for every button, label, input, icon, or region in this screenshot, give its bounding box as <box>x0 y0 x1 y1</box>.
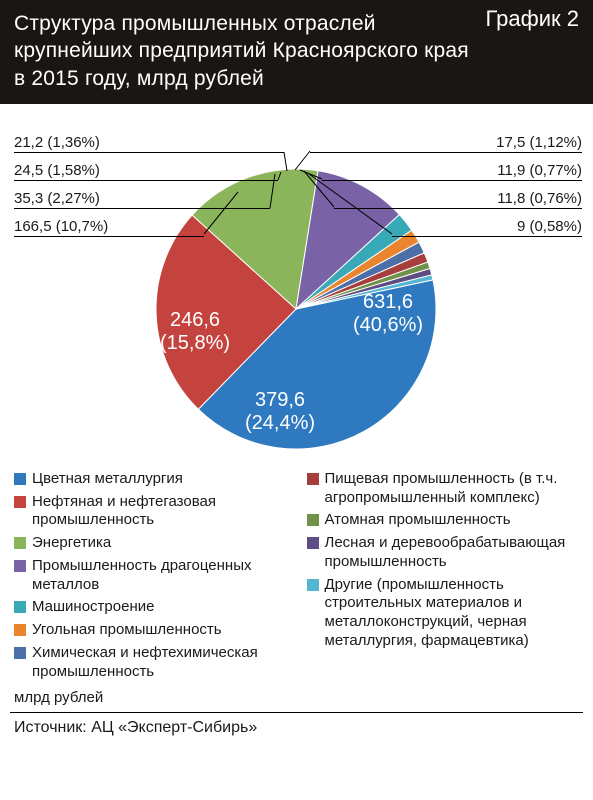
legend-text: Угольная промышленность <box>32 621 222 640</box>
legend-swatch <box>307 537 319 549</box>
leader-line <box>295 151 310 170</box>
slice-value-label: 379,6(24,4%) <box>245 389 315 435</box>
legend-item: Энергетика <box>14 534 287 553</box>
legend-text: Промышленность драгоценных металлов <box>32 557 287 595</box>
legend-text: Атомная промышленность <box>325 511 511 530</box>
legend-item: Химическая и нефтехимическая промышленно… <box>14 644 287 682</box>
pie-chart: 21,2 (1,36%) 24,5 (1,58%) 35,3 (2,27%) 166,… <box>0 104 593 464</box>
leader-line <box>284 152 287 171</box>
legend-col-left: Цветная металлургия Нефтяная и нефтегазов… <box>14 470 287 686</box>
legend-swatch <box>307 473 319 485</box>
callout-label: 11,9 (0,77%) <box>322 162 582 179</box>
legend-item: Пищевая промышленность (в т.ч. агропромы… <box>307 470 580 508</box>
legend-swatch <box>14 560 26 572</box>
legend-text: Химическая и нефтехимическая промышленно… <box>32 644 287 682</box>
chart-header: График 2 Структура промышленных отраслей… <box>0 0 593 104</box>
legend-item: Промышленность драгоценных металлов <box>14 557 287 595</box>
legend-item: Нефтяная и нефтегазовая промышленность <box>14 493 287 531</box>
chart-number: График 2 <box>485 6 579 32</box>
source-label: Источник: АЦ «Эксперт-Сибирь» <box>10 712 583 737</box>
legend-item: Атомная промышленность <box>307 511 580 530</box>
legend-item: Другие (промышленность строительных мате… <box>307 576 580 651</box>
legend-text: Энергетика <box>32 534 111 553</box>
slice-value-label: 631,6(40,6%) <box>353 291 423 337</box>
legend-text: Пищевая промышленность (в т.ч. агропромы… <box>325 470 580 508</box>
callout-label: 11,8 (0,76%) <box>334 190 582 207</box>
legend-swatch <box>307 514 319 526</box>
legend-swatch <box>14 496 26 508</box>
callout-label: 166,5 (10,7%) <box>14 218 204 235</box>
legend-swatch <box>14 473 26 485</box>
legend-text: Машиностроение <box>32 598 154 617</box>
legend-swatch <box>14 624 26 636</box>
legend-item: Машиностроение <box>14 598 287 617</box>
legend-item: Лесная и деревообрабатывающая промышленн… <box>307 534 580 572</box>
legend-swatch <box>14 601 26 613</box>
legend-text: Лесная и деревообрабатывающая промышленн… <box>325 534 580 572</box>
legend-item: Угольная промышленность <box>14 621 287 640</box>
legend-text: Цветная металлургия <box>32 470 183 489</box>
legend-swatch <box>307 579 319 591</box>
legend-swatch <box>14 647 26 659</box>
callout-label: 24,5 (1,58%) <box>14 162 278 179</box>
callout-label: 9 (0,58%) <box>392 218 582 235</box>
legend: Цветная металлургия Нефтяная и нефтегазов… <box>0 464 593 686</box>
legend-text: Нефтяная и нефтегазовая промышленность <box>32 493 287 531</box>
legend-text: Другие (промышленность строительных мате… <box>325 576 580 651</box>
callout-label: 21,2 (1,36%) <box>14 134 284 151</box>
slice-value-label: 246,6(15,8%) <box>160 309 230 355</box>
legend-col-right: Пищевая промышленность (в т.ч. агропромы… <box>307 470 580 686</box>
callout-label: 35,3 (2,27%) <box>14 190 270 207</box>
unit-label: млрд рублей <box>0 685 593 708</box>
legend-item: Цветная металлургия <box>14 470 287 489</box>
legend-swatch <box>14 537 26 549</box>
callout-label: 17,5 (1,12%) <box>310 134 582 151</box>
